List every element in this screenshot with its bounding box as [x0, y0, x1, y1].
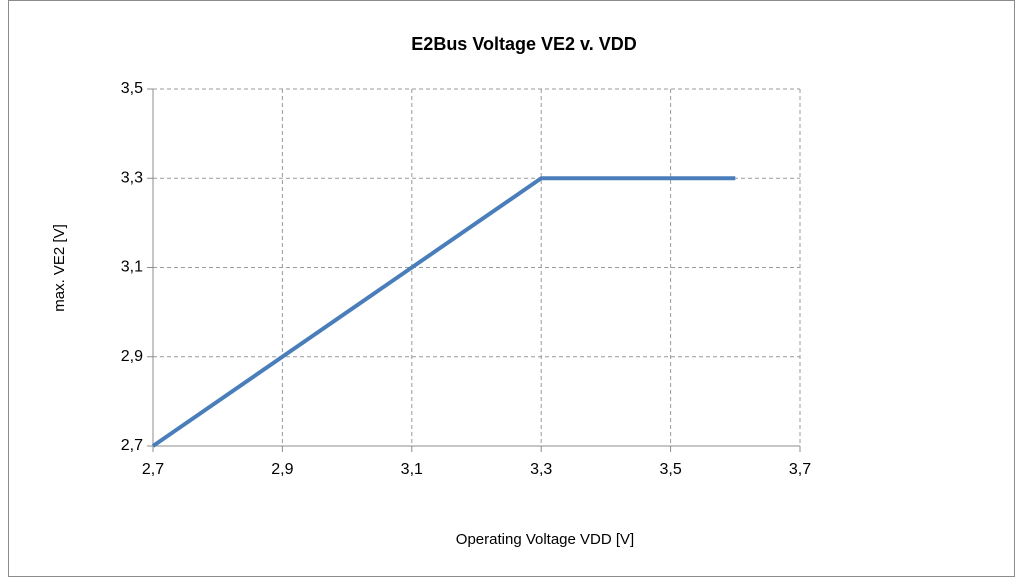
x-tick-label: 2,7: [142, 461, 164, 478]
y-tick-label: 3,1: [121, 259, 143, 276]
chart-frame: [8, 0, 1015, 577]
chart-title: E2Bus Voltage VE2 v. VDD: [411, 34, 636, 54]
series-line: [151, 176, 736, 448]
y-tick-label: 3,5: [121, 80, 143, 97]
x-axis-label: Operating Voltage VDD [V]: [456, 531, 634, 548]
x-tick-label: 3,1: [401, 461, 423, 478]
y-tick-label: 2,7: [121, 437, 143, 454]
y-tick-label: 2,9: [121, 348, 143, 365]
x-tick-label: 3,5: [659, 461, 681, 478]
x-tick-label: 3,3: [530, 461, 552, 478]
y-axis-label: max. VE2 [V]: [51, 224, 68, 312]
y-tick-label: 3,3: [121, 169, 143, 186]
x-tick-label: 2,9: [271, 461, 293, 478]
x-tick-label: 3,7: [789, 461, 811, 478]
